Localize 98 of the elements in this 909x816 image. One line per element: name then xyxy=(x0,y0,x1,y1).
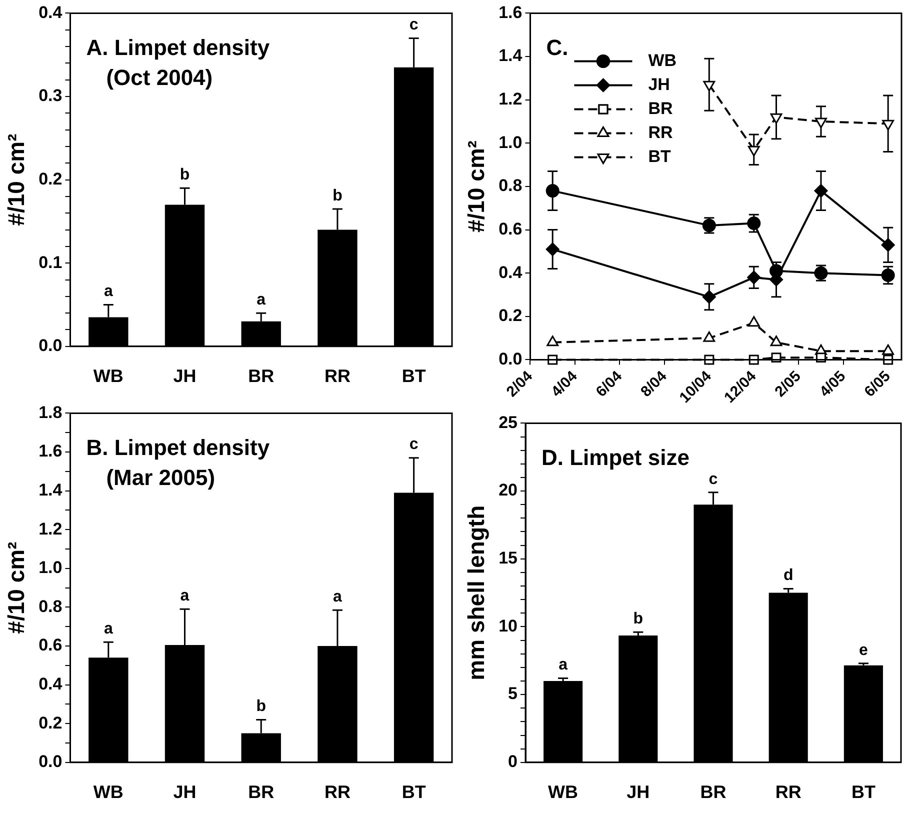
x-tick-label: RR xyxy=(324,366,350,386)
legend-label: BR xyxy=(648,98,673,118)
y-tick-label: 1.2 xyxy=(38,519,62,538)
y-tick-label: 15 xyxy=(498,548,518,568)
point xyxy=(747,270,761,284)
y-tick-label: 0.0 xyxy=(498,349,522,368)
legend-label: JH xyxy=(648,74,670,94)
y-tick-label: 1.6 xyxy=(498,2,522,22)
point xyxy=(748,316,760,327)
y-tick-label: 0.2 xyxy=(38,169,62,188)
point xyxy=(881,238,895,252)
annotation: e xyxy=(859,642,868,659)
annotation: a xyxy=(104,620,113,638)
y-tick-label: 25 xyxy=(498,412,518,432)
x-tick-label: BR xyxy=(248,782,274,802)
text: (Oct 2004) xyxy=(106,65,213,90)
y-axis-title: #/10 cm² xyxy=(3,541,30,634)
point xyxy=(814,184,828,198)
legend-label: WB xyxy=(648,50,677,70)
annotation: c xyxy=(409,16,418,34)
point xyxy=(546,184,560,198)
point xyxy=(770,336,782,346)
y-axis-title: #/10 cm² xyxy=(463,140,490,232)
y-tick-label: 1.0 xyxy=(498,132,522,152)
x-tick-label: JH xyxy=(173,782,196,802)
point xyxy=(703,331,716,342)
y-tick-label: 0 xyxy=(508,752,518,772)
y-tick-label: 0.0 xyxy=(38,336,62,356)
annotation: a xyxy=(333,588,342,606)
x-tick-label: WB xyxy=(93,366,124,386)
annotation: a xyxy=(558,656,568,674)
annotation: b xyxy=(256,698,266,716)
point xyxy=(881,268,895,282)
y-tick-label: 0.6 xyxy=(498,219,522,238)
y-tick-label: 0.1 xyxy=(38,252,62,272)
annotation: d xyxy=(783,567,794,584)
legend-label: RR xyxy=(648,122,673,142)
annotation: b xyxy=(633,610,644,628)
text: A. Limpet density xyxy=(86,35,270,60)
annotation: b xyxy=(180,166,190,184)
x-tick-label: BT xyxy=(402,366,426,386)
y-tick-label: 10 xyxy=(498,616,518,636)
annotation: a xyxy=(180,588,190,605)
annotation: a xyxy=(104,283,113,300)
y-tick-label: 0.3 xyxy=(38,86,62,106)
y-tick-label: 0.4 xyxy=(38,674,63,694)
y-tick-label: 0.8 xyxy=(38,596,62,616)
y-tick-label: 1.8 xyxy=(38,402,62,422)
y-axis-title: mm shell length xyxy=(463,505,490,680)
point xyxy=(748,146,760,156)
annotation: c xyxy=(409,436,418,454)
point xyxy=(747,216,761,230)
x-tick-label: BR xyxy=(248,366,274,386)
text: D. Limpet size xyxy=(542,445,690,470)
x-tick-label: 4/05 xyxy=(816,368,850,400)
x-tick-label: BR xyxy=(700,782,726,802)
y-tick-label: 0.2 xyxy=(498,306,522,326)
x-tick-label: RR xyxy=(324,782,350,802)
x-tick-label: WB xyxy=(93,782,124,802)
y-tick-label: 1.4 xyxy=(498,46,523,66)
y-tick-label: 0.6 xyxy=(38,636,62,655)
point xyxy=(770,264,784,278)
text: B. Limpet density xyxy=(86,435,270,460)
text: (Mar 2005) xyxy=(106,465,216,490)
x-tick-label: RR xyxy=(775,782,802,802)
y-tick-label: 0.8 xyxy=(498,176,522,196)
y-tick-label: 0.4 xyxy=(38,2,63,22)
y-tick-label: 1.4 xyxy=(38,480,63,500)
x-tick-label: JH xyxy=(626,782,650,802)
point xyxy=(546,242,560,256)
y-tick-label: 1.2 xyxy=(498,90,522,109)
x-tick-label: BT xyxy=(851,782,876,802)
y-tick-label: 0.2 xyxy=(38,713,62,732)
x-tick-label: 4/04 xyxy=(548,367,582,400)
x-tick-label: 6/04 xyxy=(592,367,626,400)
x-tick-label: 6/05 xyxy=(861,368,894,400)
point xyxy=(770,113,782,124)
point xyxy=(702,290,716,304)
y-axis-title: #/10 cm² xyxy=(3,133,30,226)
point xyxy=(703,80,716,92)
point xyxy=(546,336,559,346)
text: C. xyxy=(546,35,568,60)
legend-label: BT xyxy=(648,146,672,166)
point xyxy=(815,118,827,128)
annotation: b xyxy=(332,187,343,204)
point xyxy=(882,344,894,355)
y-tick-label: 20 xyxy=(498,480,518,500)
annotation: a xyxy=(256,291,266,308)
point xyxy=(882,120,894,130)
y-tick-label: 1.0 xyxy=(38,558,62,578)
annotation: c xyxy=(708,470,718,488)
x-tick-label: JH xyxy=(173,366,196,386)
y-tick-label: 0.4 xyxy=(498,262,523,282)
x-tick-label: WB xyxy=(548,782,578,802)
x-tick-label: BT xyxy=(402,782,426,802)
y-tick-label: 1.6 xyxy=(38,442,62,461)
y-tick-label: 0.0 xyxy=(38,752,62,772)
y-tick-label: 5 xyxy=(508,684,518,704)
